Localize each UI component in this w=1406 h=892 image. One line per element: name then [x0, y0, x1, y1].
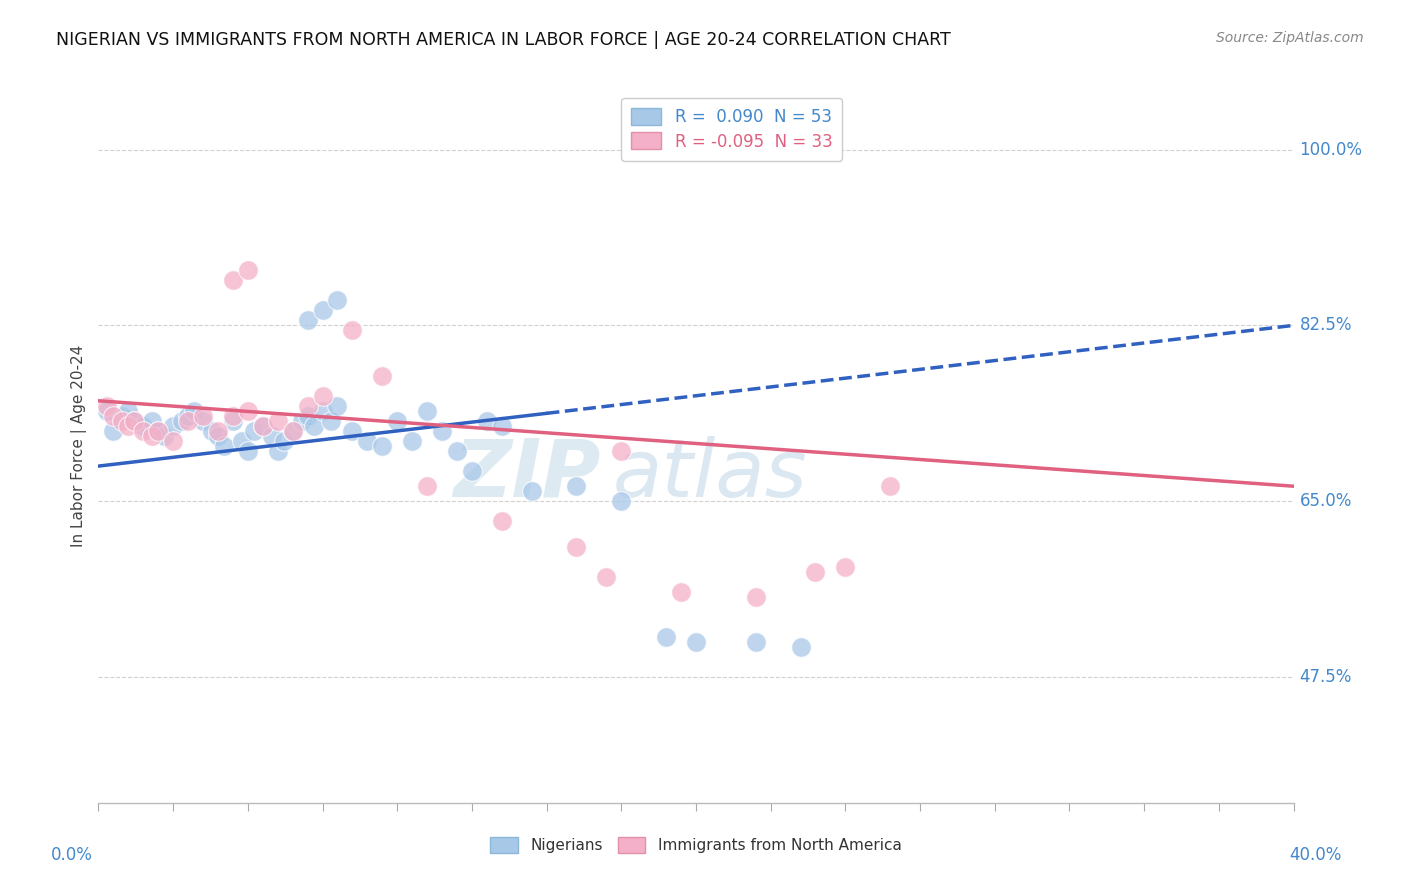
Point — [111, 409, 134, 423]
Point — [231, 434, 253, 448]
Point — [141, 414, 163, 428]
Point — [111, 414, 134, 428]
Point — [416, 404, 439, 418]
Point — [281, 424, 304, 438]
Text: 82.5%: 82.5% — [1299, 317, 1353, 334]
Text: NIGERIAN VS IMMIGRANTS FROM NORTH AMERICA IN LABOR FORCE | AGE 20-24 CORRELATION: NIGERIAN VS IMMIGRANTS FROM NORTH AMERIC… — [56, 31, 950, 49]
Point — [356, 434, 378, 448]
Point — [124, 414, 146, 428]
Point — [401, 434, 423, 448]
Point — [103, 424, 125, 438]
Point — [222, 273, 245, 287]
Point — [207, 424, 229, 438]
Legend: Nigerians, Immigrants from North America: Nigerians, Immigrants from North America — [484, 831, 908, 859]
Point — [141, 429, 163, 443]
Point — [321, 414, 343, 428]
Point — [222, 414, 245, 428]
Point — [416, 479, 439, 493]
Point — [162, 418, 184, 433]
Point — [745, 635, 768, 649]
Point — [789, 640, 811, 654]
Point — [595, 569, 617, 583]
Point — [191, 414, 214, 428]
Point — [291, 414, 314, 428]
Point — [311, 303, 333, 318]
Point — [297, 409, 319, 423]
Point — [201, 424, 224, 438]
Point — [117, 404, 139, 418]
Text: 47.5%: 47.5% — [1299, 668, 1353, 686]
Text: 65.0%: 65.0% — [1299, 492, 1353, 510]
Point — [685, 635, 707, 649]
Point — [260, 429, 283, 443]
Point — [385, 414, 409, 428]
Point — [326, 293, 349, 308]
Text: ZIP: ZIP — [453, 435, 600, 514]
Point — [430, 424, 453, 438]
Point — [804, 565, 827, 579]
Point — [236, 444, 259, 458]
Point — [191, 409, 214, 423]
Point — [610, 494, 633, 508]
Text: 100.0%: 100.0% — [1299, 141, 1362, 159]
Point — [177, 409, 200, 423]
Point — [834, 559, 856, 574]
Point — [212, 439, 235, 453]
Point — [475, 414, 498, 428]
Point — [162, 434, 184, 448]
Point — [96, 404, 118, 418]
Point — [491, 515, 513, 529]
Point — [655, 630, 678, 644]
Point — [252, 418, 274, 433]
Point — [148, 424, 170, 438]
Point — [745, 590, 768, 604]
Point — [117, 418, 139, 433]
Point — [132, 424, 155, 438]
Y-axis label: In Labor Force | Age 20-24: In Labor Force | Age 20-24 — [72, 345, 87, 547]
Point — [565, 479, 588, 493]
Point — [669, 584, 692, 599]
Point — [273, 434, 295, 448]
Point — [267, 444, 290, 458]
Point — [267, 414, 290, 428]
Point — [153, 429, 176, 443]
Point — [148, 424, 170, 438]
Text: atlas: atlas — [613, 435, 807, 514]
Point — [124, 414, 146, 428]
Point — [252, 418, 274, 433]
Point — [520, 484, 543, 499]
Point — [103, 409, 125, 423]
Point — [183, 404, 205, 418]
Point — [177, 414, 200, 428]
Point — [610, 444, 633, 458]
Text: 40.0%: 40.0% — [1289, 846, 1341, 863]
Point — [491, 418, 513, 433]
Text: 0.0%: 0.0% — [51, 846, 93, 863]
Point — [236, 404, 259, 418]
Point — [207, 429, 229, 443]
Point — [446, 444, 468, 458]
Point — [96, 399, 118, 413]
Point — [342, 323, 364, 337]
Point — [297, 399, 319, 413]
Point — [371, 439, 394, 453]
Point — [565, 540, 588, 554]
Point — [311, 404, 333, 418]
Point — [461, 464, 484, 478]
Point — [243, 424, 266, 438]
Point — [236, 263, 259, 277]
Point — [311, 389, 333, 403]
Point — [172, 414, 194, 428]
Point — [297, 313, 319, 327]
Point — [371, 368, 394, 383]
Point — [342, 424, 364, 438]
Point — [281, 424, 304, 438]
Point — [879, 479, 901, 493]
Point — [302, 418, 325, 433]
Point — [132, 418, 155, 433]
Point — [326, 399, 349, 413]
Point — [222, 409, 245, 423]
Text: Source: ZipAtlas.com: Source: ZipAtlas.com — [1216, 31, 1364, 45]
